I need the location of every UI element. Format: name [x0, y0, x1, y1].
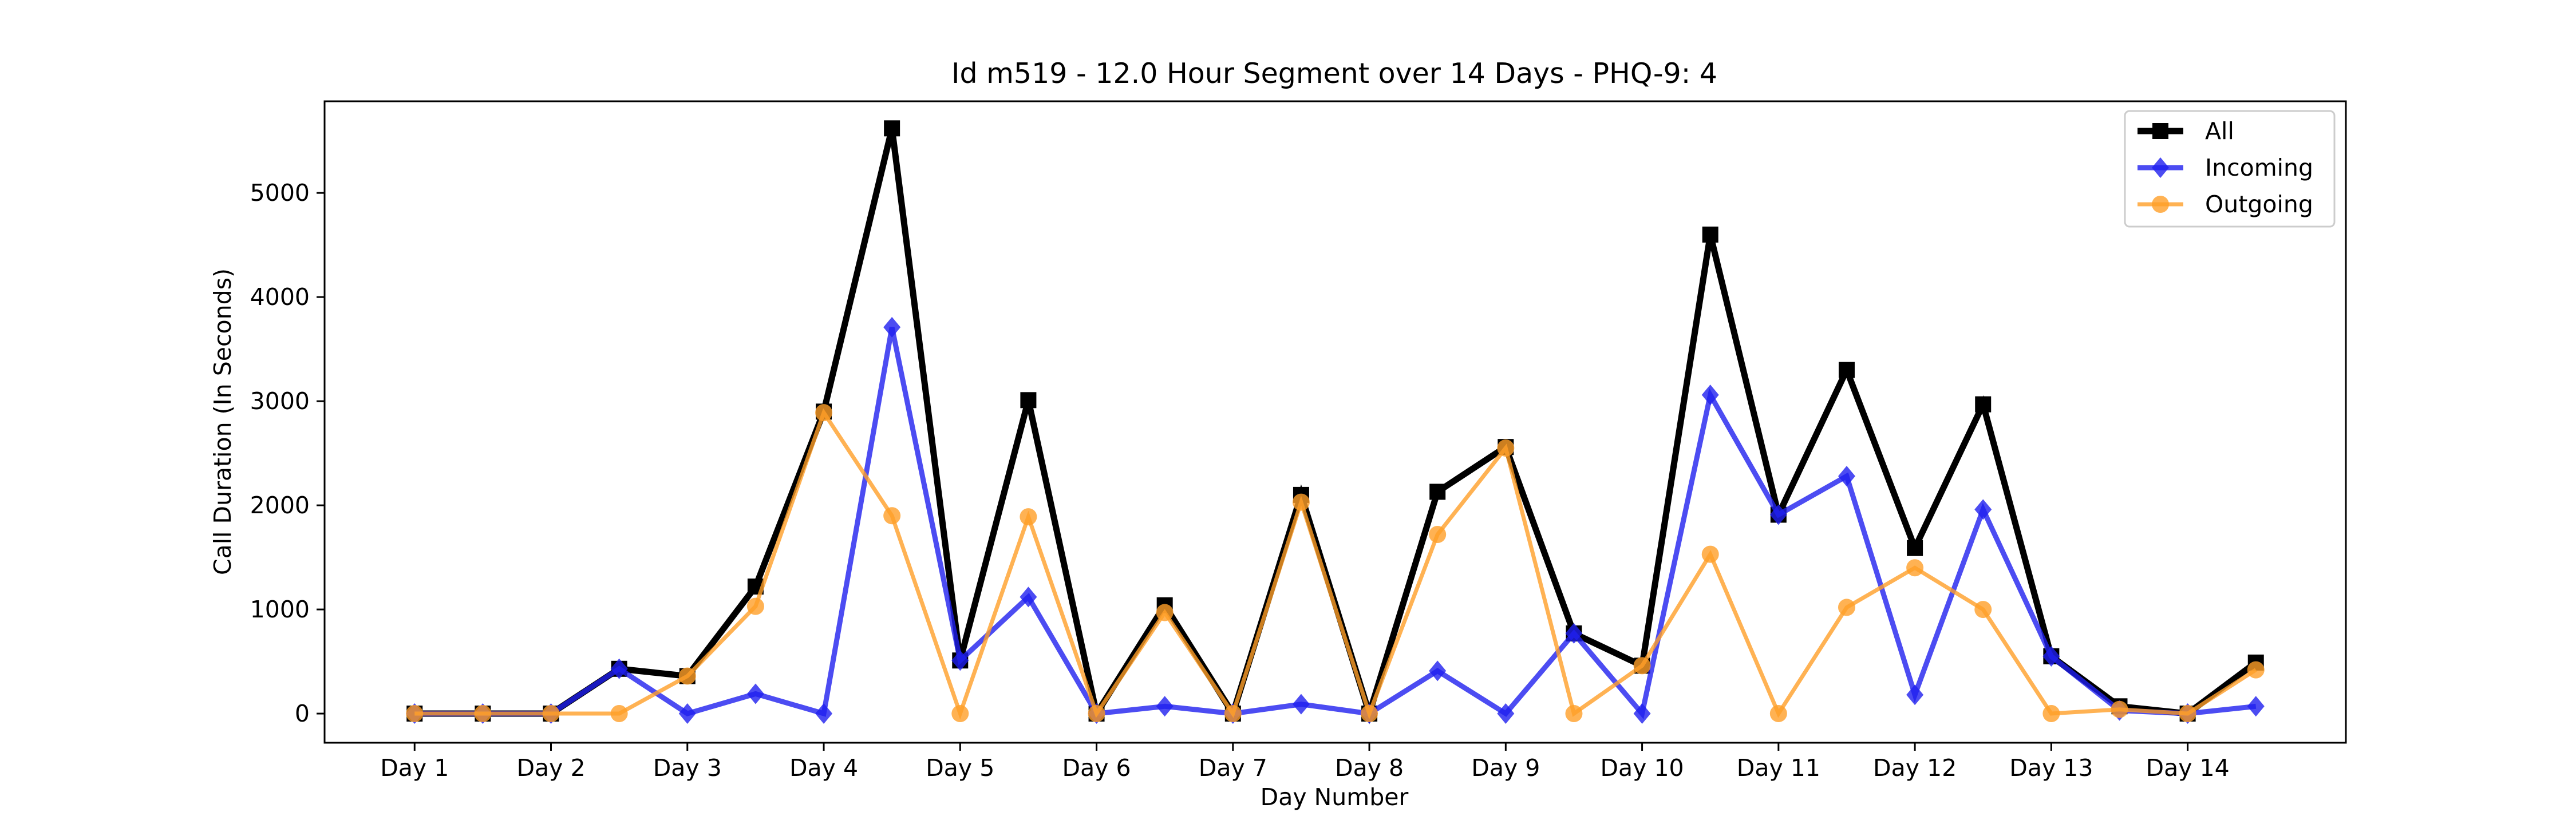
- x-tick-label: Day 10: [1600, 754, 1684, 782]
- incoming-point: [815, 703, 833, 724]
- incoming-point: [1292, 694, 1310, 715]
- outgoing-line: [414, 408, 2257, 720]
- y-tick-label: 1000: [250, 596, 310, 623]
- outgoing-point: [883, 507, 901, 525]
- outgoing-point: [2042, 705, 2060, 723]
- incoming-line: [414, 326, 2257, 719]
- all-point: [1907, 540, 1923, 556]
- incoming-point: [1156, 696, 1174, 717]
- legend-all-label: All: [2205, 117, 2234, 145]
- outgoing-point: [610, 705, 628, 723]
- incoming-point: [1906, 684, 1924, 706]
- all-point: [1429, 484, 1446, 500]
- legend-box: [2124, 110, 2336, 228]
- x-tick-label: Day 8: [1335, 754, 1404, 782]
- outgoing-point: [1633, 657, 1651, 675]
- y-axis: 0 1000 2000 3000 4000 5000: [250, 179, 325, 727]
- outgoing-point: [542, 705, 560, 723]
- y-tick-label: 0: [295, 700, 310, 727]
- outgoing-point: [678, 667, 696, 685]
- x-tick-label: Day 11: [1737, 754, 1820, 782]
- incoming-point: [1633, 703, 1651, 724]
- legend-incoming-label: Incoming: [2205, 154, 2313, 181]
- incoming-point: [2042, 645, 2060, 667]
- incoming-point: [1838, 466, 1855, 487]
- all-point: [1975, 396, 1992, 413]
- x-tick-label: Day 9: [1471, 754, 1540, 782]
- series-outgoing: [406, 404, 2265, 723]
- legend-outgoing-marker: [2152, 196, 2169, 213]
- x-tick-label: Day 14: [2146, 754, 2230, 782]
- x-tick-label: Day 1: [380, 754, 449, 782]
- outgoing-point: [1361, 705, 1378, 723]
- x-axis-title: Day Number: [1261, 783, 1409, 811]
- legend: All Incoming Outgoing: [2124, 110, 2336, 228]
- incoming-point: [1497, 703, 1515, 724]
- outgoing-point: [1974, 601, 1992, 619]
- series-all: [406, 120, 2264, 724]
- outgoing-point: [1497, 439, 1515, 457]
- outgoing-point: [406, 705, 424, 723]
- y-tick-label: 4000: [250, 283, 310, 311]
- outgoing-point: [1088, 705, 1105, 723]
- x-axis: Day 1 Day 2 Day 3 Day 4 Day 5 Day 6 Day 7 Day 8…: [380, 743, 2230, 782]
- incoming-point: [678, 703, 696, 724]
- outgoing-point: [1769, 705, 1787, 723]
- incoming-point: [951, 650, 969, 671]
- outgoing-point: [1020, 508, 1037, 526]
- all-point: [884, 120, 900, 137]
- plot-lines: [406, 120, 2265, 724]
- all-point: [1702, 226, 1718, 243]
- y-tick-label: 5000: [250, 179, 310, 207]
- incoming-point: [883, 316, 901, 338]
- incoming-point: [1429, 660, 1447, 682]
- outgoing-point: [2179, 705, 2196, 723]
- incoming-point: [1565, 623, 1583, 644]
- incoming-point: [2247, 696, 2265, 717]
- chart-title: Id m519 - 12.0 Hour Segment over 14 Days…: [951, 57, 1717, 90]
- all-line: [414, 128, 2258, 724]
- y-tick-label: 3000: [250, 387, 310, 415]
- legend-incoming-marker: [2152, 157, 2169, 178]
- x-tick-label: Day 5: [926, 754, 994, 782]
- incoming-point: [1020, 587, 1037, 608]
- y-axis-title: Call Duration (In Seconds): [209, 268, 236, 575]
- outgoing-point: [1156, 604, 1174, 621]
- incoming-point: [746, 683, 764, 704]
- outgoing-point: [1565, 705, 1583, 723]
- x-tick-label: Day 2: [516, 754, 585, 782]
- outgoing-point: [2247, 661, 2265, 679]
- incoming-point: [1769, 504, 1787, 525]
- outgoing-point: [474, 705, 492, 723]
- x-tick-label: Day 3: [653, 754, 722, 782]
- series-incoming: [406, 316, 2265, 724]
- incoming-point: [1974, 499, 1992, 520]
- x-tick-label: Day 13: [2009, 754, 2093, 782]
- outgoing-point: [951, 705, 969, 723]
- outgoing-point: [1224, 705, 1242, 723]
- outgoing-point: [1429, 526, 1447, 544]
- outgoing-point: [1838, 599, 1855, 616]
- outgoing-point: [815, 404, 833, 422]
- x-tick-label: Day 4: [789, 754, 858, 782]
- y-tick-label: 2000: [250, 492, 310, 519]
- incoming-point: [610, 658, 628, 679]
- plot-frame: [323, 100, 2347, 744]
- legend-all-marker: [2152, 123, 2168, 139]
- legend-outgoing-label: Outgoing: [2205, 191, 2313, 218]
- outgoing-point: [2111, 700, 2128, 718]
- x-tick-label: Day 12: [1873, 754, 1957, 782]
- outgoing-point: [746, 597, 764, 615]
- x-tick-label: Day 7: [1199, 754, 1267, 782]
- outgoing-point: [1906, 559, 1924, 577]
- incoming-point: [1701, 385, 1719, 406]
- all-point: [1020, 392, 1037, 409]
- outgoing-point: [1292, 493, 1310, 511]
- outgoing-point: [1701, 545, 1719, 563]
- all-point: [1838, 362, 1855, 378]
- x-tick-label: Day 6: [1062, 754, 1131, 782]
